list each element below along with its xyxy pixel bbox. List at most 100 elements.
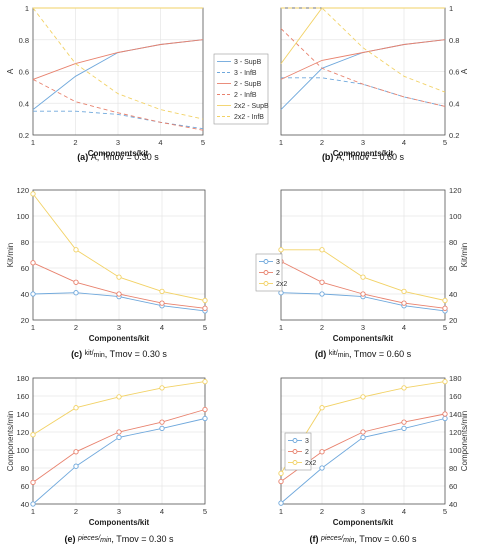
data-point — [73, 247, 79, 253]
data-point — [116, 429, 122, 435]
y-axis-label: Kit/min — [6, 243, 15, 267]
legend-label: 2x2 - InfB — [234, 114, 264, 121]
legend-label: 2 - SupB — [234, 81, 262, 88]
data-point — [116, 274, 122, 280]
y-tick-label: 160 — [16, 392, 29, 401]
y-tick-label: 40 — [449, 500, 457, 509]
legend-top: 3 - SupB 3 - InfB 2 - SupB 2 - InfB 2x2 - Su… — [213, 53, 269, 125]
y-tick-label: 0.8 — [449, 36, 459, 45]
y-axis-label: Components/min — [6, 411, 15, 471]
data-point — [202, 305, 208, 311]
series-line-2-supb — [32, 39, 204, 80]
data-point — [360, 434, 366, 441]
x-tick-label: 1 — [279, 507, 283, 516]
data-point — [319, 247, 325, 253]
plot-frame — [32, 377, 206, 505]
data-point — [401, 425, 407, 432]
y-tick-label: 120 — [16, 186, 29, 195]
data-point — [159, 288, 165, 295]
legend-marker — [292, 438, 298, 443]
x-tick-label: 4 — [160, 323, 164, 332]
data-point — [73, 290, 79, 296]
y-tick-label: 80 — [21, 238, 29, 247]
caption-tag: (a) — [77, 152, 91, 162]
data-point — [159, 385, 165, 391]
x-tick-label: 2 — [320, 138, 324, 147]
x-tick-label: 2 — [74, 507, 78, 516]
y-tick-label: 0.6 — [19, 68, 29, 77]
y-tick-label: 20 — [449, 316, 457, 325]
x-tick-label: 3 — [116, 138, 120, 147]
caption-unit-sub: min — [338, 352, 349, 359]
data-point — [30, 260, 36, 266]
data-point — [202, 378, 208, 385]
legend-label: 3 - SupB — [234, 59, 262, 66]
data-point — [442, 378, 448, 385]
data-point — [278, 247, 284, 253]
legend-label: 3 - InfB — [234, 70, 257, 77]
chart-a: 1 2 3 4 5 0.2 0.4 0.6 0.8 1 Components/kit A (a) A, … — [6, 4, 205, 162]
legend-bottom: 3 2 2x2 — [284, 432, 316, 471]
legend-label: 2x2 — [276, 281, 287, 288]
data-point — [319, 291, 325, 297]
caption-text: , Tmov = 0.30 s — [105, 349, 168, 359]
data-point — [116, 394, 122, 400]
y-tick-label: 0.6 — [449, 68, 459, 77]
x-axis-label: Components/kit — [89, 334, 150, 343]
y-tick-label: 120 — [449, 186, 462, 195]
x-tick-label: 4 — [402, 507, 406, 516]
series-line-2x2-supb — [280, 7, 445, 64]
legend-label: 2 — [305, 449, 309, 456]
data-point — [202, 297, 208, 304]
y-tick-label: 100 — [449, 446, 462, 455]
caption-text: , Tmov = 0.60 s — [349, 349, 412, 359]
data-point — [319, 279, 325, 285]
legend-marker — [263, 259, 269, 264]
y-tick-label: 140 — [16, 410, 29, 419]
caption-tag: (d) — [315, 349, 329, 359]
y-tick-label: 0.8 — [19, 36, 29, 45]
caption-unit: kit/ — [85, 350, 94, 357]
x-axis-label: Components/kit — [333, 334, 394, 343]
caption-text: , Tmov = 0.60 s — [354, 534, 417, 544]
data-point — [360, 291, 366, 297]
y-tick-label: 0.4 — [19, 99, 29, 108]
data-point — [401, 385, 407, 391]
y-tick-label: 80 — [449, 238, 457, 247]
x-tick-label: 5 — [203, 507, 207, 516]
caption-tag: (c) — [71, 349, 85, 359]
x-tick-label: 1 — [31, 323, 35, 332]
data-point — [73, 463, 79, 469]
y-tick-label: 0.2 — [19, 131, 29, 140]
x-tick-label: 4 — [402, 323, 406, 332]
x-tick-label: 4 — [158, 138, 162, 147]
x-axis-label: Components/kit — [89, 518, 150, 527]
data-point — [278, 500, 284, 506]
data-point — [442, 411, 448, 417]
y-tick-label: 1 — [449, 4, 453, 13]
caption-unit: kit/ — [329, 350, 338, 357]
legend-label: 3 — [305, 438, 309, 445]
data-point — [116, 291, 122, 297]
caption-text: A, Tmov = 0.30 s — [91, 152, 160, 162]
plot-frame — [32, 189, 206, 321]
x-tick-label: 3 — [361, 323, 365, 332]
data-point — [401, 288, 407, 295]
chart-caption: (b) A, Tmov = 0.60 s — [322, 152, 405, 162]
x-tick-label: 4 — [402, 138, 406, 147]
plot-frame — [280, 377, 446, 505]
series-line-2x2-infb — [281, 7, 446, 93]
chart-caption: (d) kit/min, Tmov = 0.60 s — [315, 349, 412, 359]
data-point — [30, 479, 36, 486]
caption-unit-sub: min — [94, 352, 105, 359]
data-point — [278, 470, 284, 477]
data-point — [401, 300, 407, 306]
x-tick-label: 5 — [443, 507, 447, 516]
x-tick-label: 1 — [279, 323, 283, 332]
y-tick-label: 40 — [449, 290, 457, 299]
y-axis-label: Components/min — [460, 411, 469, 471]
legend-label: 3 — [276, 259, 280, 266]
x-tick-label: 1 — [31, 507, 35, 516]
x-tick-label: 2 — [320, 323, 324, 332]
x-tick-label: 5 — [201, 138, 205, 147]
